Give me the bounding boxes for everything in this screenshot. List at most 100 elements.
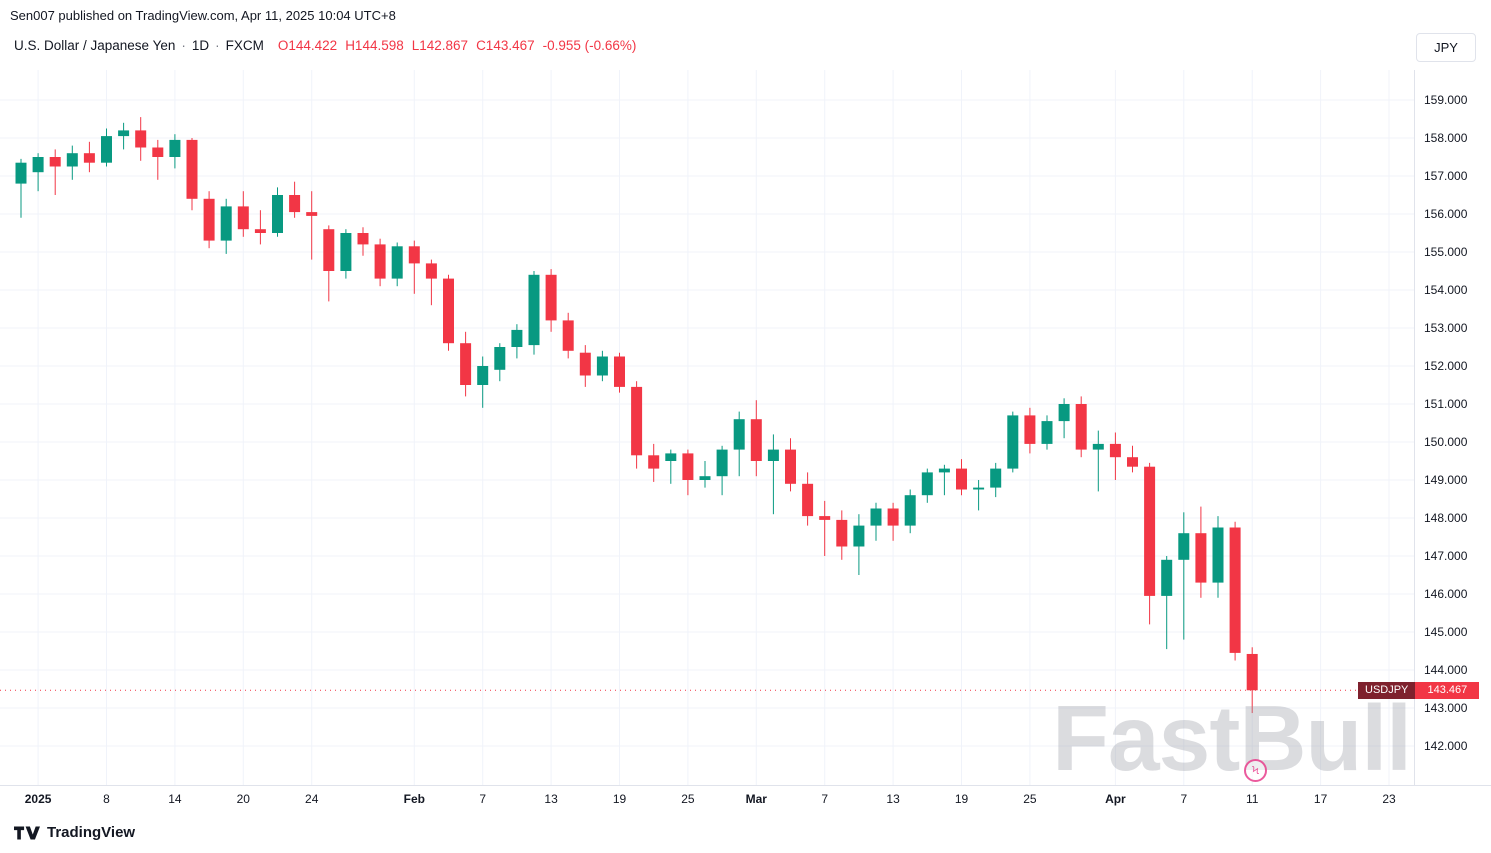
candle[interactable]	[152, 147, 164, 158]
candle[interactable]	[767, 449, 779, 461]
candle[interactable]	[938, 468, 950, 473]
tradingview-brand: TradingView	[47, 824, 136, 841]
candle[interactable]	[648, 455, 660, 469]
candle[interactable]	[83, 153, 95, 163]
candle[interactable]	[682, 453, 694, 480]
candle[interactable]	[135, 130, 147, 148]
candle[interactable]	[870, 508, 882, 526]
symbol-name[interactable]: U.S. Dollar / Japanese Yen	[14, 38, 176, 53]
time-tick-label: 8	[103, 792, 110, 806]
candle[interactable]	[15, 162, 27, 184]
candle[interactable]	[1127, 457, 1138, 467]
candle[interactable]	[460, 343, 472, 385]
time-tick-label: 7	[479, 792, 486, 806]
candle[interactable]	[665, 453, 677, 461]
candle[interactable]	[101, 136, 112, 163]
candle[interactable]	[1007, 415, 1019, 469]
candle[interactable]	[562, 320, 574, 351]
candle[interactable]	[545, 274, 557, 321]
candle[interactable]	[1229, 527, 1241, 653]
candle[interactable]	[49, 157, 61, 167]
currency-button[interactable]: JPY	[1416, 33, 1476, 62]
separator: ·	[215, 38, 220, 53]
candle[interactable]	[887, 508, 899, 526]
candle[interactable]	[443, 278, 454, 344]
candle[interactable]	[614, 356, 625, 387]
candle[interactable]	[323, 229, 335, 271]
candle[interactable]	[408, 246, 420, 264]
time-tick-label: 13	[886, 792, 900, 806]
candle[interactable]	[631, 386, 643, 456]
price-tick-label: 145.000	[1424, 625, 1468, 639]
price-tick-label: 150.000	[1424, 435, 1468, 449]
candle[interactable]	[1212, 527, 1224, 583]
candle[interactable]	[1041, 421, 1053, 444]
candle[interactable]	[511, 329, 523, 347]
candle[interactable]	[494, 347, 506, 370]
candle[interactable]	[357, 233, 369, 245]
last-price-flag: USDJPY 143.467	[1358, 682, 1480, 699]
candle[interactable]	[203, 198, 215, 241]
time-tick-label: Mar	[746, 792, 768, 806]
candle[interactable]	[579, 352, 591, 376]
candle[interactable]	[306, 212, 318, 216]
candle[interactable]	[340, 233, 352, 271]
candle[interactable]	[1161, 559, 1173, 596]
candle[interactable]	[66, 153, 78, 167]
price-axis[interactable]	[1415, 70, 1491, 785]
candle[interactable]	[819, 516, 831, 520]
candle[interactable]	[528, 274, 540, 346]
candle[interactable]	[374, 244, 386, 279]
candle[interactable]	[477, 366, 489, 385]
tradingview-footer-link[interactable]: TradingView	[14, 824, 135, 841]
time-axis[interactable]	[0, 786, 1414, 812]
candle[interactable]	[956, 468, 967, 490]
ohlc-values: O144.422 H144.598 L142.867 C143.467	[278, 38, 535, 53]
candle[interactable]	[169, 139, 181, 157]
candle[interactable]	[272, 195, 283, 233]
candle[interactable]	[425, 263, 437, 279]
ohlc-o: O144.422	[277, 38, 338, 53]
candle[interactable]	[1109, 443, 1121, 458]
candle[interactable]	[1024, 415, 1036, 444]
time-tick-label: 7	[1180, 792, 1187, 806]
candle[interactable]	[1092, 443, 1104, 450]
candle[interactable]	[836, 519, 848, 547]
candle[interactable]	[1144, 466, 1156, 596]
candle[interactable]	[802, 483, 814, 517]
candle[interactable]	[391, 246, 403, 279]
candle[interactable]	[853, 525, 865, 547]
candle[interactable]	[990, 468, 1002, 488]
candle[interactable]	[186, 139, 198, 199]
candle[interactable]	[32, 157, 44, 173]
time-tick-label: 19	[955, 792, 969, 806]
exchange-label[interactable]: FXCM	[225, 38, 264, 53]
candle[interactable]	[750, 419, 762, 461]
candle[interactable]	[921, 472, 933, 496]
candle[interactable]	[699, 476, 711, 480]
candle[interactable]	[1178, 533, 1190, 560]
candle[interactable]	[254, 229, 266, 233]
price-flag-symbol: USDJPY	[1358, 682, 1416, 699]
time-tick-label: 19	[613, 792, 627, 806]
candle[interactable]	[1246, 653, 1258, 691]
candle[interactable]	[237, 206, 249, 230]
candle[interactable]	[1075, 404, 1087, 450]
candle[interactable]	[289, 195, 301, 213]
candle[interactable]	[733, 419, 745, 450]
price-tick-label: 157.000	[1424, 169, 1468, 183]
price-tick-label: 156.000	[1424, 207, 1468, 221]
interval-label[interactable]: 1D	[191, 38, 210, 53]
candle[interactable]	[904, 495, 916, 526]
candle[interactable]	[1195, 533, 1207, 583]
candle[interactable]	[716, 449, 728, 477]
candle[interactable]	[596, 356, 608, 376]
candle[interactable]	[220, 206, 232, 241]
candle[interactable]	[118, 130, 130, 137]
candle[interactable]	[1058, 404, 1070, 422]
price-tick-label: 155.000	[1424, 245, 1468, 259]
candle[interactable]	[973, 487, 985, 490]
candle[interactable]	[785, 449, 796, 484]
